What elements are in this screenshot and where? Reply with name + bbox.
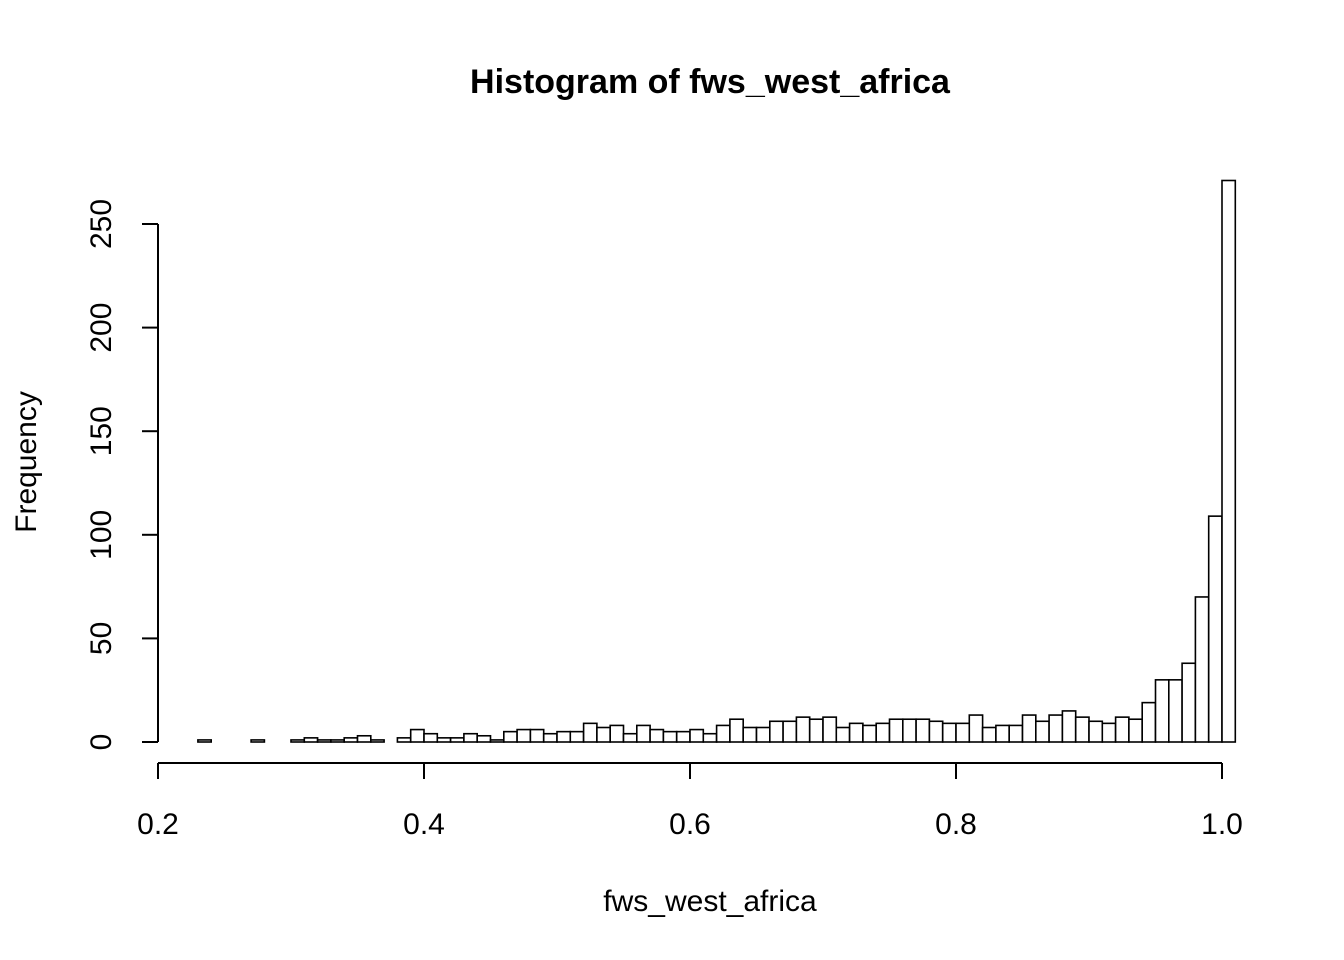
histogram-bar [635,724,651,743]
histogram-bar [981,726,997,743]
histogram-bar [1008,724,1024,743]
histogram-bar [609,724,625,743]
histogram-bar [848,722,864,743]
histogram-bar [1074,716,1090,743]
y-tick-label: 250 [85,199,118,249]
x-tick-label: 1.0 [1201,808,1243,841]
histogram-bar [689,728,705,743]
x-tick-label: 0.6 [669,808,711,841]
histogram-bar [649,728,665,743]
histogram-bar [808,718,824,743]
bars-group [197,179,1237,743]
histogram-bar [1128,718,1144,743]
histogram-bar [1168,679,1183,743]
histogram-bar [542,732,558,743]
y-tick-label: 100 [85,510,118,560]
histogram-bar [995,724,1011,743]
histogram-bar [928,720,944,743]
histogram-bar [702,732,718,743]
histogram-bar [502,730,518,743]
x-axis-label: fws_west_africa [603,885,817,918]
histogram-bar [715,724,731,743]
x-tick-label: 0.2 [137,808,179,841]
histogram-bar [197,739,212,743]
histogram-bar [409,728,425,743]
histogram-bar [396,737,412,743]
histogram-bar [529,728,545,743]
y-axis-label: Frequency [10,391,43,533]
histogram-bar [582,722,598,743]
histogram-bar [369,739,385,743]
histogram-bar [729,718,745,743]
histogram-bar [915,718,931,743]
y-axis: 0 50 100 150 200 250 [85,199,159,751]
histogram-bar [596,726,612,743]
histogram-bar [1061,710,1077,743]
chart-title: Histogram of fws_west_africa [470,63,951,101]
histogram-bar [862,724,878,743]
histogram-bar [795,716,811,743]
histogram-bar [742,726,758,743]
histogram-bar [1101,722,1117,743]
histogram-bar [1088,720,1104,743]
histogram-bar [489,739,505,743]
histogram-bar [1207,515,1223,743]
histogram-bar [888,718,904,743]
histogram-bar [449,737,465,743]
histogram-bar [569,730,585,743]
histogram-bar [901,718,917,743]
histogram-bar [622,732,638,743]
histogram-bar [1181,662,1197,743]
histogram-bar [356,734,372,743]
y-tick-label: 0 [85,734,118,751]
histogram-bar [316,739,332,743]
histogram-bar [1194,596,1210,743]
histogram-bar [822,716,838,743]
histogram-bar [476,734,492,743]
histogram-bar [1114,716,1130,743]
histogram-bar [875,722,891,743]
histogram-bar [835,726,851,743]
histogram-bar [463,732,478,743]
histogram-bar [343,737,359,743]
y-tick-label: 150 [85,406,118,456]
histogram-bar [1221,179,1237,743]
histogram-bar [768,720,784,743]
histogram-bar [516,728,532,743]
histogram-bar [556,730,572,743]
histogram-bar [1154,679,1170,743]
histogram-bar [968,714,984,743]
x-tick-label: 0.4 [403,808,445,841]
histogram-bar [290,739,306,743]
y-tick-label: 50 [85,622,118,655]
histogram-bar [423,732,439,743]
histogram-bar [941,722,957,743]
histogram-bar [662,730,678,743]
histogram-bar [1021,714,1037,743]
x-axis: 0.2 0.4 0.6 0.8 1.0 [137,762,1243,841]
histogram-bar [436,737,452,743]
histogram-bar [755,726,771,743]
histogram-bar [303,737,319,743]
histogram-bar [250,739,266,743]
histogram-bar [1048,714,1064,743]
histogram-bar [782,720,798,743]
y-tick-label: 200 [85,303,118,353]
histogram-bar [955,722,971,743]
histogram-bar [330,739,345,743]
histogram-bar [1141,701,1157,743]
histogram-bar [1035,720,1050,743]
histogram-bar [675,730,691,743]
x-tick-label: 0.8 [935,808,977,841]
